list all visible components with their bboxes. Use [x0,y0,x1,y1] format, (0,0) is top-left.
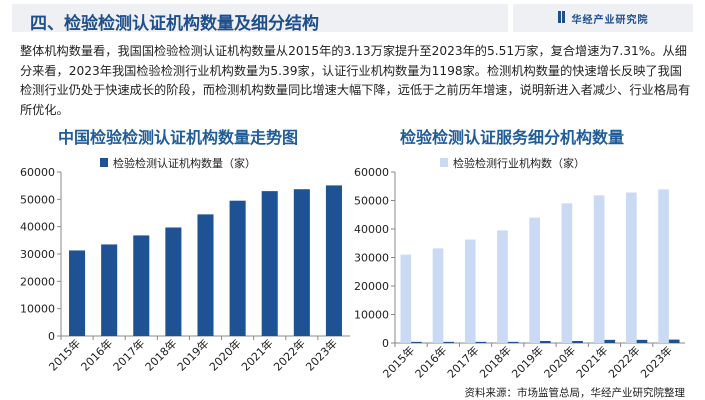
x-tick-label: 2019年 [174,336,211,373]
y-tick-label: 0 [382,337,389,350]
bar-1-1-2016年 [101,244,118,336]
legend-label: 检验检测行业机构数（家） [453,156,585,170]
legend-swatch [440,158,448,167]
x-tick-label: 2021年 [573,343,610,380]
bar-2-2-2023年 [668,339,680,343]
y-tick-label: 10000 [20,303,55,316]
x-tick-label: 2018年 [142,336,179,373]
chart2-title: 检验检测认证服务细分机构数量 [400,128,625,147]
bar-1-1-2023年 [325,185,342,336]
x-tick-label: 2021年 [238,336,275,373]
y-tick-label: 60000 [354,166,389,179]
bar-2-1-2023年 [658,189,669,343]
x-tick-label: 2016年 [78,336,115,373]
bar-1-1-2017年 [133,235,150,336]
bar-1-1-2019年 [197,214,214,336]
y-tick-label: 20000 [20,275,55,288]
bar-2-1-2020年 [561,203,573,343]
x-tick-label: 2018年 [476,343,513,380]
x-tick-label: 2022年 [605,343,642,380]
summary-paragraph: 整体机构数量看，我国国检验检测认证机构数量从2015年的3.13万家提升至202… [20,44,691,117]
bar-2-1-2016年 [432,248,444,343]
bar-1-1-2022年 [293,189,310,336]
bar-2-1-2017年 [464,239,476,343]
y-tick-label: 0 [48,330,55,343]
bar-2-1-2018年 [497,230,508,343]
logo-icon [557,10,566,26]
legend-label: 检验检测认证机构数量（家） [113,156,256,170]
bar-1-1-2020年 [229,200,246,336]
bar-1-1-2015年 [69,250,86,336]
y-tick-label: 50000 [20,193,55,206]
source-note: 资料来源：市场监管总局，华经产业研究院整理 [464,387,686,399]
bar-2-2-2021年 [604,339,616,343]
y-tick-label: 40000 [354,223,389,236]
y-tick-label: 20000 [354,280,389,293]
bar-2-1-2022年 [626,192,637,343]
brand-name: 华经产业研究院 [571,14,649,26]
bar-2-2-2016年 [443,341,454,343]
bar-2-2-2019年 [540,341,551,343]
brand-logo: 华经产业研究院 [513,4,693,32]
x-tick-label: 2016年 [412,343,449,380]
bar-2-2-2018年 [507,341,519,343]
bar-2-1-2015年 [400,254,412,343]
y-tick-label: 30000 [354,252,389,265]
bar-1-1-2018年 [165,227,182,336]
bar-2-1-2021年 [593,195,605,343]
x-tick-label: 2020年 [206,336,243,373]
y-tick-label: 30000 [20,248,55,261]
chart1-title: 中国检验检测认证机构数量走势图 [58,128,299,147]
bar-2-2-2020年 [572,341,583,343]
page-title: 四、检验检测认证机构数量及细分结构 [30,14,319,34]
x-tick-label: 2017年 [444,343,481,380]
bar-1-1-2021年 [261,191,278,336]
legend-swatch [100,158,108,167]
bar-2-2-2022年 [636,339,648,343]
y-tick-label: 40000 [20,221,55,234]
y-tick-label: 60000 [20,166,55,179]
x-tick-label: 2023年 [638,343,675,380]
x-tick-label: 2017年 [110,336,147,373]
x-tick-label: 2020年 [541,343,578,380]
bar-2-2-2015年 [411,341,422,343]
header-bar: 四、检验检测认证机构数量及细分结构 [12,4,508,34]
bar-2-1-2019年 [529,217,540,343]
y-tick-label: 10000 [354,309,389,322]
x-tick-label: 2022年 [270,336,307,373]
y-tick-label: 50000 [354,195,389,208]
bar-2-2-2017年 [475,341,487,343]
x-tick-label: 2019年 [509,343,546,380]
x-tick-label: 2023年 [303,336,340,373]
